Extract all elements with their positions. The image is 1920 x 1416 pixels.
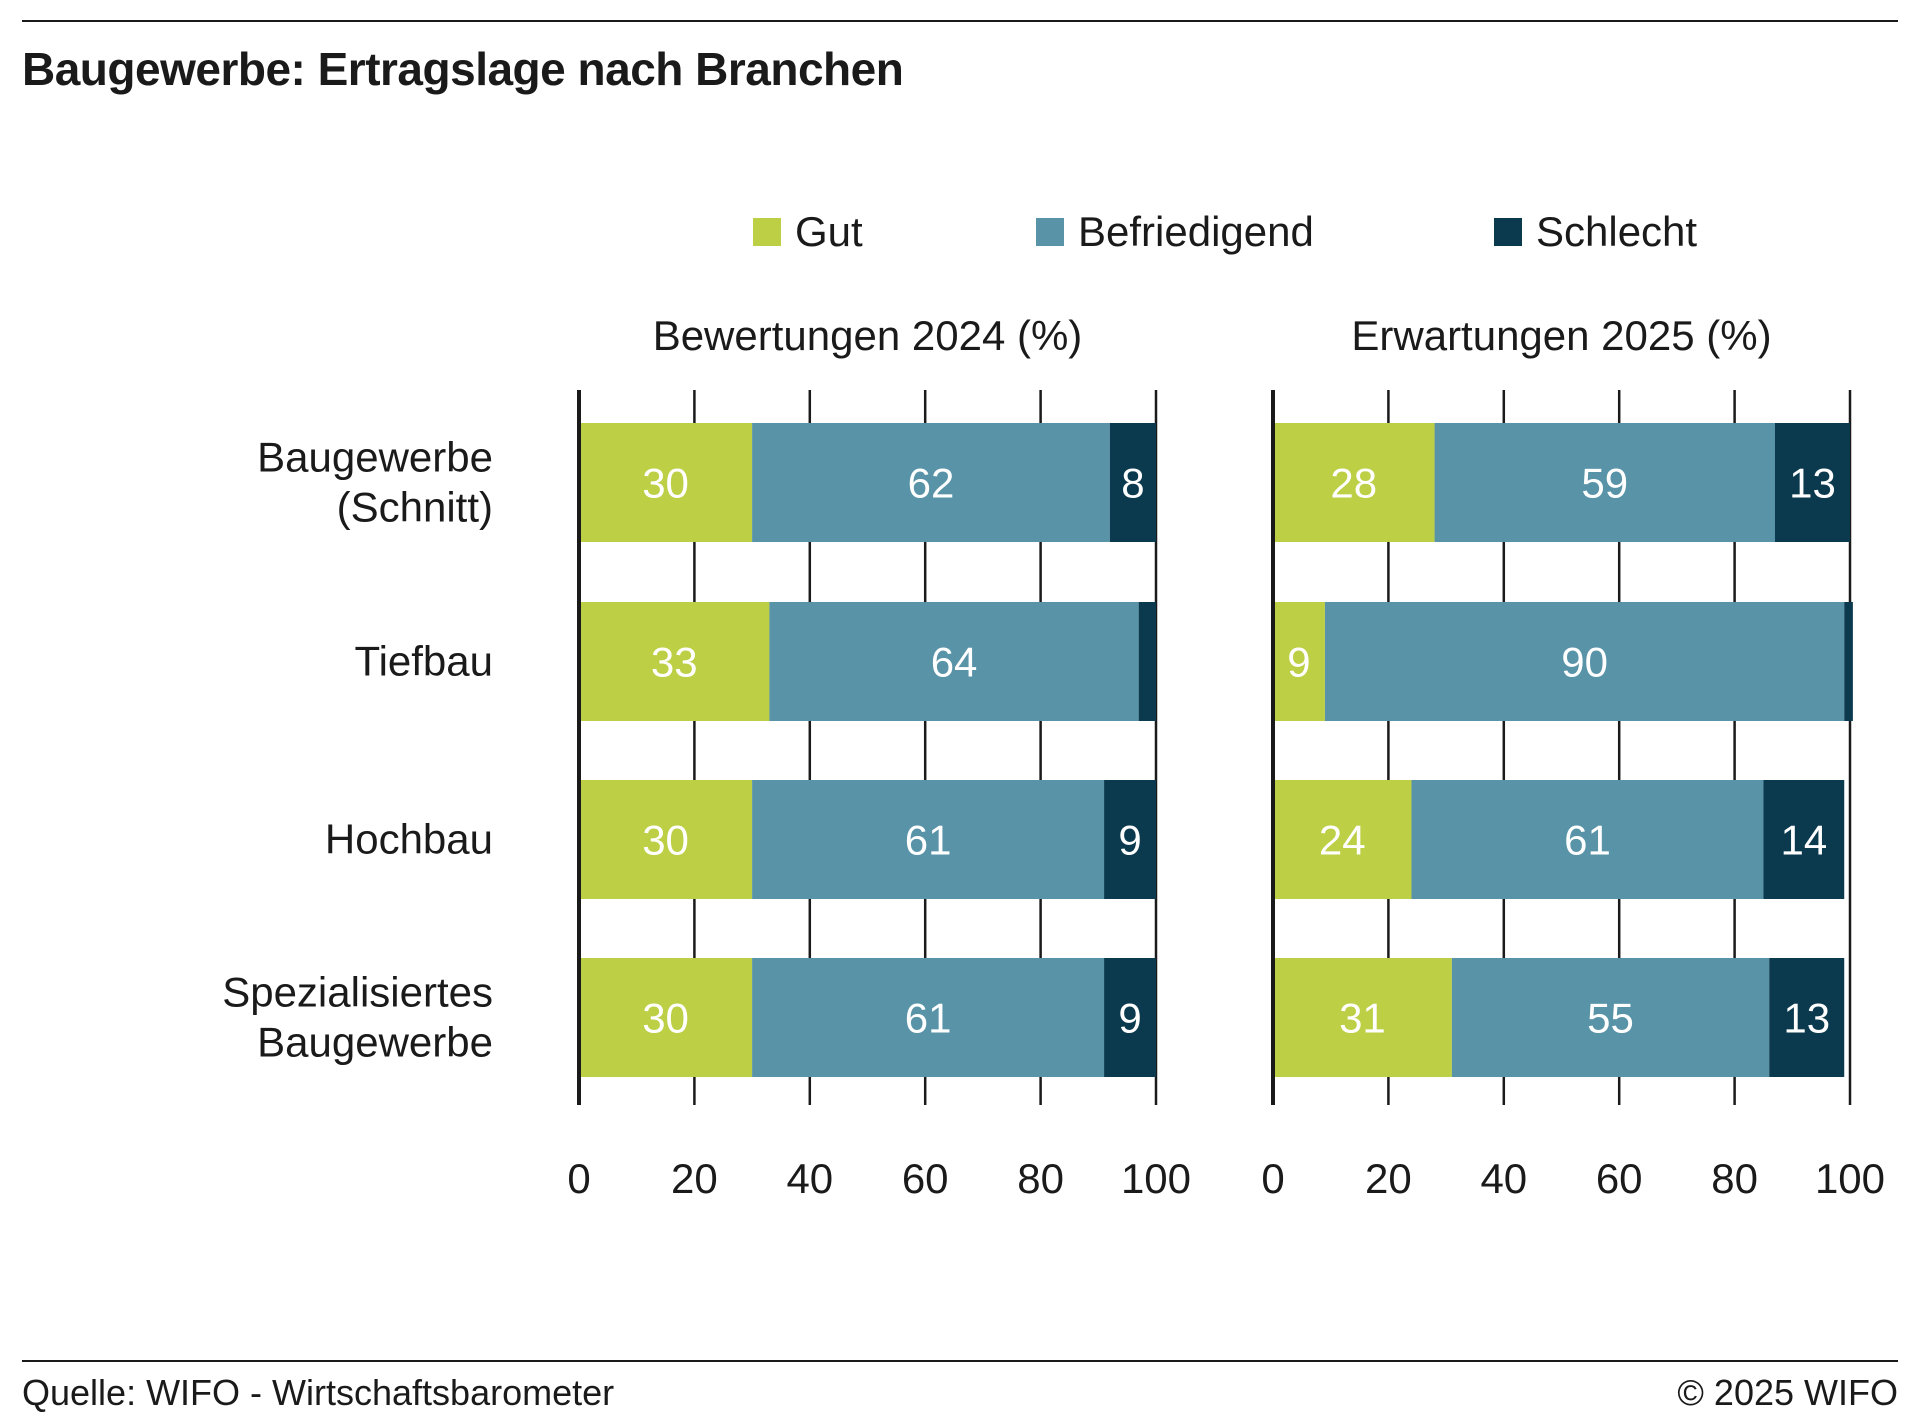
bar-segment-befriedigend bbox=[1434, 423, 1775, 542]
bar-segment-schlecht bbox=[1844, 602, 1853, 721]
data-label: 9 bbox=[1118, 995, 1141, 1042]
bar-segment-gut bbox=[579, 423, 753, 542]
bar-segment-befriedigend bbox=[769, 602, 1139, 721]
bar-segment-schlecht bbox=[1769, 958, 1845, 1077]
data-label: 55 bbox=[1587, 995, 1634, 1042]
legend-label: Schlecht bbox=[1536, 208, 1697, 255]
bar-segment-gut bbox=[1273, 958, 1452, 1077]
tick-label: 60 bbox=[1596, 1155, 1643, 1202]
tick-label: 40 bbox=[1480, 1155, 1527, 1202]
tick-label: 0 bbox=[1261, 1155, 1284, 1202]
bar-segment-schlecht bbox=[1104, 780, 1156, 899]
tick-label: 20 bbox=[1365, 1155, 1412, 1202]
category-label: Spezialisiertes Baugewerbe bbox=[222, 969, 493, 1066]
tick-label: 100 bbox=[1815, 1155, 1885, 1202]
legend-item-schlecht: Schlecht bbox=[1494, 208, 1697, 255]
tick-label: 60 bbox=[902, 1155, 949, 1202]
bar-segment-gut bbox=[579, 958, 753, 1077]
panel-2: Erwartungen 2025 (%) 28 59 13 9 90 24 61 14 31 55 1… bbox=[1261, 312, 1885, 1202]
bar-segment-schlecht bbox=[1104, 958, 1156, 1077]
bar-segment-schlecht bbox=[1763, 780, 1845, 899]
tick-label: 80 bbox=[1711, 1155, 1758, 1202]
bar-segment-gut bbox=[1273, 423, 1435, 542]
data-label: 61 bbox=[905, 817, 952, 864]
bar-segment-befriedigend bbox=[1411, 780, 1764, 899]
data-label: 30 bbox=[642, 460, 689, 507]
legend-swatch-gut bbox=[753, 218, 781, 246]
data-label: 13 bbox=[1789, 460, 1836, 507]
data-label: 31 bbox=[1339, 995, 1386, 1042]
tick-label: 100 bbox=[1121, 1155, 1191, 1202]
bar-segment-befriedigend bbox=[752, 423, 1110, 542]
legend-swatch-befriedigend bbox=[1036, 218, 1064, 246]
legend-label: Gut bbox=[795, 208, 863, 255]
legend-item-befriedigend: Befriedigend bbox=[1036, 208, 1314, 255]
data-label: 61 bbox=[1564, 817, 1611, 864]
bar-segment-befriedigend bbox=[1451, 958, 1770, 1077]
legend-swatch-schlecht bbox=[1494, 218, 1522, 246]
category-label: Tiefbau bbox=[354, 638, 493, 685]
data-label: 9 bbox=[1118, 817, 1141, 864]
bar-segment-befriedigend bbox=[1324, 602, 1845, 721]
panel-title: Erwartungen 2025 (%) bbox=[1351, 312, 1771, 359]
bar-segment-befriedigend bbox=[752, 958, 1105, 1077]
data-label: 61 bbox=[905, 995, 952, 1042]
bar-segment-gut bbox=[1273, 780, 1412, 899]
bar-segment-schlecht bbox=[1138, 602, 1156, 721]
data-label: 62 bbox=[908, 460, 955, 507]
panel-title: Bewertungen 2024 (%) bbox=[653, 312, 1083, 359]
data-label: 24 bbox=[1319, 817, 1366, 864]
tick-label: 40 bbox=[786, 1155, 833, 1202]
bar-segment-schlecht bbox=[1774, 423, 1850, 542]
data-label: 13 bbox=[1783, 995, 1830, 1042]
copyright-note: © 2025 WIFO bbox=[1677, 1372, 1898, 1413]
data-label: 30 bbox=[642, 817, 689, 864]
bar-segment-gut bbox=[1273, 602, 1325, 721]
chart-title: Baugewerbe: Ertragslage nach Branchen bbox=[22, 43, 904, 95]
top-rule bbox=[22, 20, 1898, 22]
source-note: Quelle: WIFO - Wirtschaftsbarometer bbox=[22, 1372, 615, 1413]
tick-label: 0 bbox=[567, 1155, 590, 1202]
data-label: 59 bbox=[1581, 460, 1628, 507]
bottom-rule bbox=[22, 1360, 1898, 1362]
panel-1: Bewertungen 2024 (%) 30 62 8 33 64 30 61 9 30 61 9 0… bbox=[567, 312, 1191, 1202]
category-label: Baugewerbe (Schnitt) bbox=[257, 434, 493, 531]
bar-segment-gut bbox=[579, 780, 753, 899]
data-label: 9 bbox=[1287, 639, 1310, 686]
tick-label: 80 bbox=[1017, 1155, 1064, 1202]
data-label: 30 bbox=[642, 995, 689, 1042]
data-label: 8 bbox=[1121, 460, 1144, 507]
data-label: 28 bbox=[1330, 460, 1377, 507]
bar-segment-gut bbox=[579, 602, 770, 721]
data-label: 14 bbox=[1780, 817, 1827, 864]
category-label: Hochbau bbox=[325, 816, 493, 863]
tick-label: 20 bbox=[671, 1155, 718, 1202]
data-label: 90 bbox=[1561, 639, 1608, 686]
bar-segment-befriedigend bbox=[752, 780, 1105, 899]
bar-segment-schlecht bbox=[1109, 423, 1156, 542]
data-label: 33 bbox=[651, 639, 698, 686]
legend-label: Befriedigend bbox=[1078, 208, 1314, 255]
legend-item-gut: Gut bbox=[753, 208, 863, 255]
data-label: 64 bbox=[931, 639, 978, 686]
